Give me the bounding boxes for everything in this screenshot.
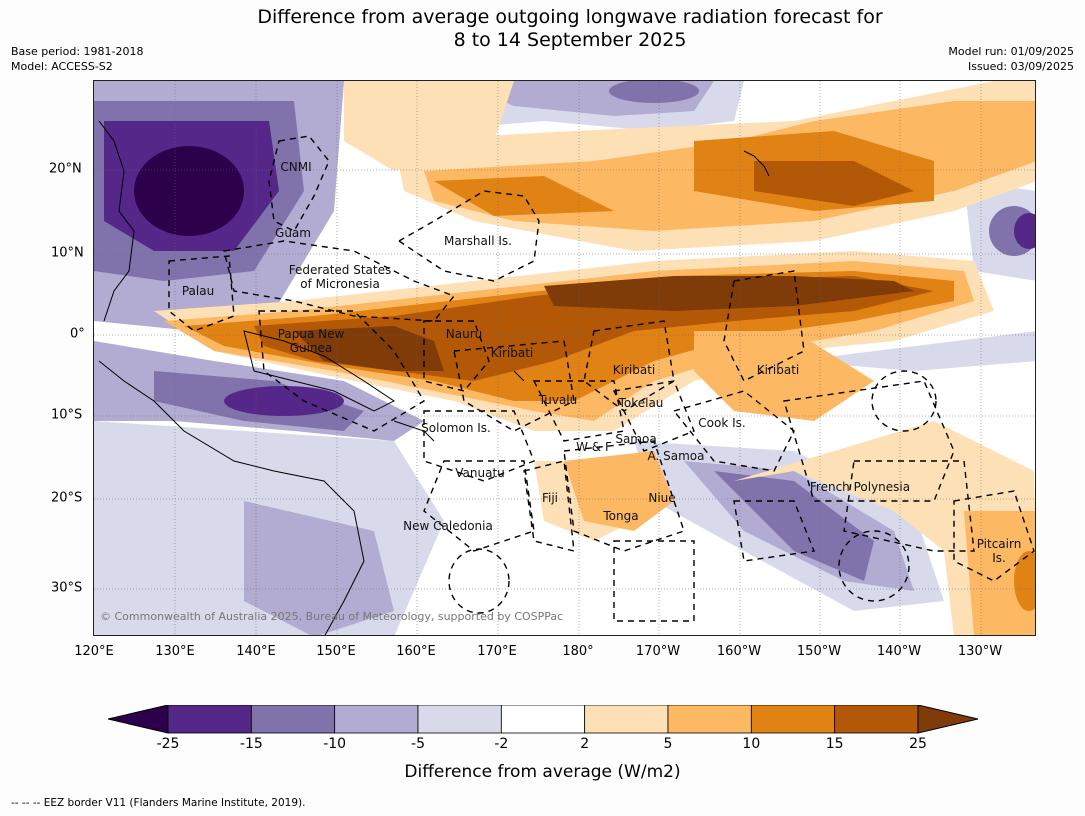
label-pitcairn-line2: Is.	[992, 551, 1006, 565]
colorbar-extend-high	[917, 705, 978, 734]
lon-label-170w: 170°W	[635, 644, 681, 659]
label-nauru: Nauru	[445, 327, 483, 341]
label-solomon: Solomon Is.	[421, 421, 491, 435]
label-fsm: Federated States of Micronesia	[289, 263, 391, 291]
label-samoa: Samoa	[615, 432, 657, 446]
label-fsm-line2: of Micronesia	[300, 277, 380, 291]
label-png-line1: Papua New	[277, 327, 345, 341]
model-name: Model: ACCESS-S2	[11, 60, 113, 73]
lon-label-160e: 160°E	[396, 644, 436, 659]
colorbar-tick-label: -2	[494, 736, 509, 752]
lat-label-10s: 10°S	[51, 407, 83, 423]
colorbar-label: Difference from average (W/m2)	[404, 762, 681, 782]
label-palau: Palau	[181, 284, 215, 298]
label-png-line2: Guinea	[289, 341, 333, 355]
colorbar	[108, 705, 978, 734]
colorbar-tick-label: -5	[411, 736, 425, 752]
colorbar-swatch	[750, 705, 836, 734]
colorbar-swatch	[250, 705, 336, 734]
label-kiribati-west: Kiribati	[490, 346, 534, 360]
label-niue: Niue	[648, 491, 676, 505]
title-line-1: Difference from average outgoing longwav…	[257, 6, 883, 28]
colorbar-swatch	[417, 705, 502, 734]
forecast-map: CNMI Guam Marshall Is. Federated States …	[93, 80, 1036, 636]
lat-label-20n: 20°N	[49, 161, 82, 177]
label-wallis-futuna: W & F	[576, 440, 612, 454]
colorbar-tick-label: 25	[909, 736, 927, 752]
label-american-samoa: A. Samoa	[647, 449, 705, 463]
lon-label-130e: 130°E	[155, 644, 195, 659]
lat-label-20s: 20°S	[51, 490, 83, 506]
lon-label-150e: 150°E	[316, 644, 356, 659]
label-cnmi: CNMI	[280, 160, 312, 174]
colorbar-tick-label: -15	[239, 736, 263, 752]
colorbar-swatch	[834, 705, 919, 734]
colorbar-tick-label: 5	[663, 736, 673, 752]
base-period: Base period: 1981-2018	[11, 45, 144, 58]
lon-label-140w: 140°W	[876, 644, 922, 659]
label-guam: Guam	[275, 226, 311, 240]
label-french-polynesia: French Polynesia	[809, 480, 911, 494]
colorbar-extend-low	[108, 705, 169, 734]
label-vanuatu: Vanuatu	[455, 466, 505, 480]
colorbar-tick-label: -25	[156, 736, 180, 752]
label-pitcairn-line1: Pitcairn	[976, 537, 1022, 551]
colorbar-tick-label: -10	[323, 736, 347, 752]
colorbar-tick-label: 10	[742, 736, 761, 752]
label-kiribati-east: Kiribati	[756, 363, 800, 377]
copyright-notice: © Commonwealth of Australia 2025, Bureau…	[100, 610, 564, 623]
map-title: Difference from average outgoing longwav…	[0, 6, 1085, 52]
model-run: Model run: 01/09/2025	[948, 45, 1074, 58]
lon-label-160w: 160°W	[716, 644, 762, 659]
label-new-caledonia: New Caledonia	[403, 519, 493, 533]
lon-label-150w: 150°W	[796, 644, 842, 659]
lon-label-130w: 130°W	[957, 644, 1003, 659]
label-marshall: Marshall Is.	[444, 234, 512, 248]
label-tonga: Tonga	[603, 509, 639, 523]
anomaly-field	[94, 81, 1035, 635]
lat-label-30s: 30°S	[51, 580, 83, 596]
colorbar-swatch	[667, 705, 752, 734]
colorbar-swatch	[334, 705, 419, 734]
lon-label-120e: 120°E	[74, 644, 114, 659]
meta-left: Base period: 1981-2018 Model: ACCESS-S2	[11, 44, 143, 74]
title-line-2: 8 to 14 September 2025	[453, 29, 687, 51]
lon-label-140e: 140°E	[236, 644, 276, 659]
label-kiribati-central: Kiribati	[612, 363, 656, 377]
label-tuvalu: Tuvalu	[538, 393, 578, 407]
label-pitcairn: Pitcairn Is.	[977, 537, 1022, 565]
colorbar-tick-label: 2	[580, 736, 590, 752]
label-cook: Cook Is.	[698, 416, 746, 430]
label-png: Papua New Guinea	[278, 327, 345, 355]
label-fsm-line1: Federated States	[288, 263, 392, 277]
meta-right: Model run: 01/09/2025 Issued: 03/09/2025	[948, 44, 1074, 74]
colorbar-swatch	[584, 705, 669, 734]
eez-footnote: -- -- -- EEZ border V11 (Flanders Marine…	[11, 797, 306, 809]
lat-label-10n: 10°N	[51, 245, 84, 261]
label-tokelau: Tokelau	[618, 396, 664, 410]
lon-label-180: 180°	[562, 644, 594, 659]
colorbar-swatch	[167, 705, 252, 734]
colorbar-tick-label: 15	[825, 736, 844, 752]
lat-label-eq: 0°	[70, 326, 85, 342]
colorbar-swatch	[500, 705, 586, 734]
issued-date: Issued: 03/09/2025	[967, 60, 1074, 73]
lon-label-170e: 170°E	[477, 644, 517, 659]
label-fiji: Fiji	[541, 491, 559, 505]
